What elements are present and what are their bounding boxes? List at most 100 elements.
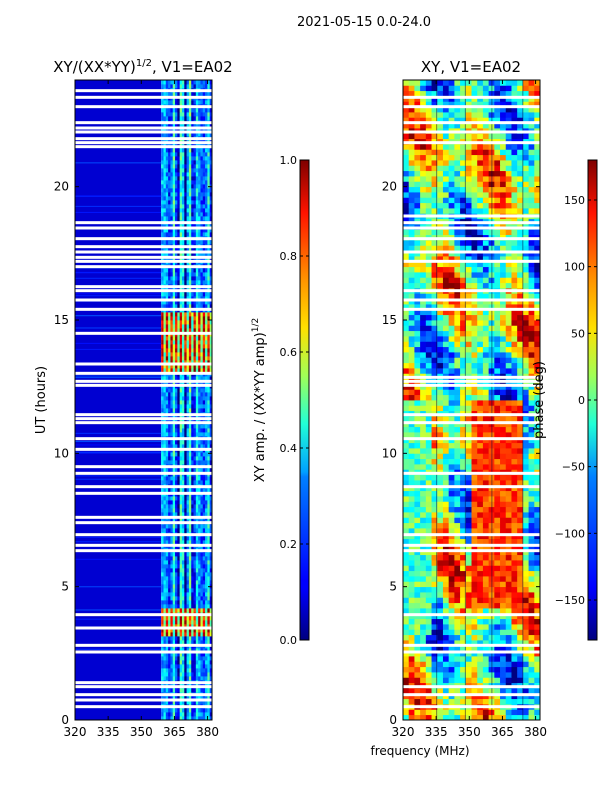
amplitude-cell (195, 304, 199, 309)
amplitude-cell (165, 324, 169, 329)
phase-cell (517, 560, 524, 566)
amplitude-cell (181, 252, 185, 257)
amplitude-cell (170, 364, 174, 369)
phase-cell (403, 448, 410, 454)
amplitude-cell (168, 600, 171, 605)
amplitude-cell (165, 112, 169, 117)
amplitude-cell (186, 432, 190, 437)
amplitude-cell (205, 340, 208, 345)
amplitude-cell (168, 716, 171, 720)
amplitude-cell (177, 604, 181, 609)
amplitude-cell (170, 592, 174, 597)
amplitude-cell (191, 180, 194, 185)
amplitude-cell (170, 320, 174, 325)
amplitude-cell (202, 152, 206, 157)
amplitude-cell (200, 536, 204, 541)
amplitude-cell (177, 132, 181, 137)
amplitude-cell (195, 424, 199, 429)
phase-cell (414, 613, 421, 620)
amplitude-cell (207, 656, 211, 661)
phase-cell (471, 464, 478, 470)
phase-cell (431, 544, 438, 550)
phase-cell (494, 533, 501, 540)
amplitude-cell (168, 204, 171, 209)
amplitude-cell (175, 108, 178, 113)
phase-cell (431, 565, 438, 572)
amplitude-cell (200, 208, 204, 213)
phase-cell (414, 597, 421, 604)
phase-cell (522, 453, 529, 460)
phase-cell (420, 650, 427, 657)
amplitude-cell (188, 92, 192, 97)
amplitude-cell (163, 452, 167, 457)
amplitude-cell (165, 92, 169, 97)
amplitude-cell (191, 364, 194, 369)
phase-cell (408, 512, 415, 518)
amplitude-cell (191, 368, 194, 373)
amplitude-cell (205, 444, 208, 449)
amplitude-cell (186, 348, 190, 353)
phase-cell (534, 592, 540, 598)
amplitude-cell (177, 620, 181, 625)
amplitude-cell (181, 316, 185, 321)
amplitude-cell (170, 456, 174, 461)
amplitude-cell (207, 664, 211, 669)
amplitude-cell (165, 276, 169, 281)
amplitude-cell (172, 708, 176, 713)
amplitude-cell (168, 392, 171, 397)
amplitude-cell (202, 512, 206, 517)
phase-cell (465, 565, 472, 572)
amplitude-cell (207, 648, 211, 653)
phase-cell (465, 602, 472, 609)
phase-cell (505, 474, 512, 481)
phase-cell (442, 677, 450, 684)
phase-cell (431, 549, 438, 556)
phase-cell (528, 522, 535, 529)
amplitude-cell (202, 664, 206, 669)
amplitude-cell (181, 616, 185, 621)
amplitude-cell (186, 212, 190, 217)
amplitude-cell (202, 496, 206, 501)
phase-cell (460, 618, 467, 625)
amplitude-cell (209, 340, 212, 345)
phase-cell (460, 640, 467, 646)
amplitude-cell (168, 164, 171, 169)
amplitude-cell (193, 116, 197, 121)
phase-cell (448, 442, 455, 449)
amplitude-cell (184, 604, 187, 609)
phase-cell (403, 426, 410, 433)
amplitude-cell (181, 700, 185, 705)
phase-cell (448, 560, 455, 566)
phase-cell (517, 490, 524, 497)
phase-cell (494, 464, 501, 470)
amplitude-cell (209, 524, 212, 529)
amplitude-cell (188, 164, 192, 169)
phase-cell (477, 448, 484, 454)
amplitude-cell (170, 240, 174, 245)
amplitude-cell (202, 476, 206, 481)
phase-cell (454, 565, 461, 572)
amplitude-cell (193, 452, 197, 457)
amplitude-cell (186, 688, 190, 693)
amplitude-cell (202, 164, 206, 169)
amplitude-cell (175, 696, 178, 701)
phase-cell (420, 693, 427, 700)
amplitude-cell (168, 188, 171, 193)
amplitude-cell (200, 340, 204, 345)
amplitude-cell (179, 572, 183, 577)
amplitude-cell (165, 336, 169, 341)
amplitude-cell (198, 404, 201, 409)
amplitude-cell (175, 560, 178, 565)
amplitude-cell (205, 204, 208, 209)
amplitude-cell (200, 304, 204, 309)
phase-cell (534, 533, 540, 540)
amplitude-cell (179, 620, 183, 625)
phase-cell (454, 677, 461, 684)
amplitude-cell (200, 640, 204, 645)
amplitude-cell (163, 100, 167, 105)
amplitude-cell (163, 364, 167, 369)
phase-cell (408, 474, 415, 481)
amplitude-cell (165, 428, 169, 433)
phase-cell (448, 634, 455, 641)
